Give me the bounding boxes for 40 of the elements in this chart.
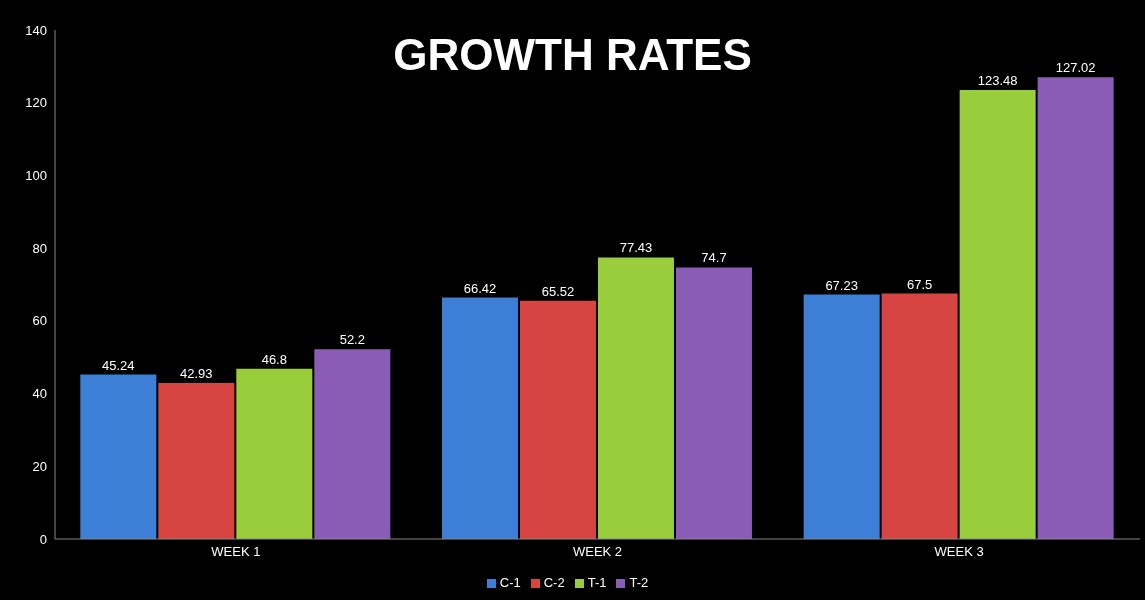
bar (675, 267, 752, 539)
data-label: 45.24 (102, 357, 135, 373)
data-label: 46.8 (261, 351, 287, 367)
legend-label: T-1 (587, 575, 607, 590)
y-tick-label: 80 (32, 240, 47, 256)
data-label: 123.48 (977, 73, 1018, 89)
y-tick-label: 60 (32, 313, 47, 329)
y-tick-label: 20 (32, 458, 47, 474)
data-label: 67.23 (825, 277, 858, 293)
y-tick-label: 0 (39, 531, 47, 547)
bar (158, 382, 235, 539)
bar (80, 374, 157, 539)
data-label: 127.02 (1055, 60, 1096, 76)
y-tick-label: 100 (25, 168, 47, 184)
data-label: 42.93 (180, 365, 213, 381)
bar (959, 90, 1036, 539)
data-label: 74.7 (701, 250, 727, 266)
x-tick-label: WEEK 2 (572, 544, 623, 560)
bar (441, 297, 518, 539)
legend-label: C-2 (543, 575, 565, 590)
data-label: 66.42 (463, 280, 497, 296)
y-tick-label: 120 (25, 95, 47, 111)
data-label: 52.2 (339, 332, 365, 348)
bar (803, 294, 880, 539)
chart-title: GROWTH RATES (393, 30, 752, 79)
bar (881, 293, 958, 539)
data-label: 65.52 (541, 283, 575, 299)
bar (1037, 77, 1114, 539)
y-tick-label: 40 (32, 386, 47, 402)
bar (597, 257, 674, 539)
data-label: 67.5 (906, 276, 933, 292)
legend-label: T-2 (629, 575, 649, 590)
y-tick-label: 140 (25, 22, 47, 38)
x-tick-label: WEEK 3 (934, 544, 984, 560)
bar (236, 368, 313, 539)
bar (314, 349, 391, 539)
x-tick-label: WEEK 1 (211, 544, 261, 560)
data-label: 77.43 (619, 240, 653, 256)
legend-label: C-1 (499, 575, 521, 590)
bar (519, 300, 596, 539)
